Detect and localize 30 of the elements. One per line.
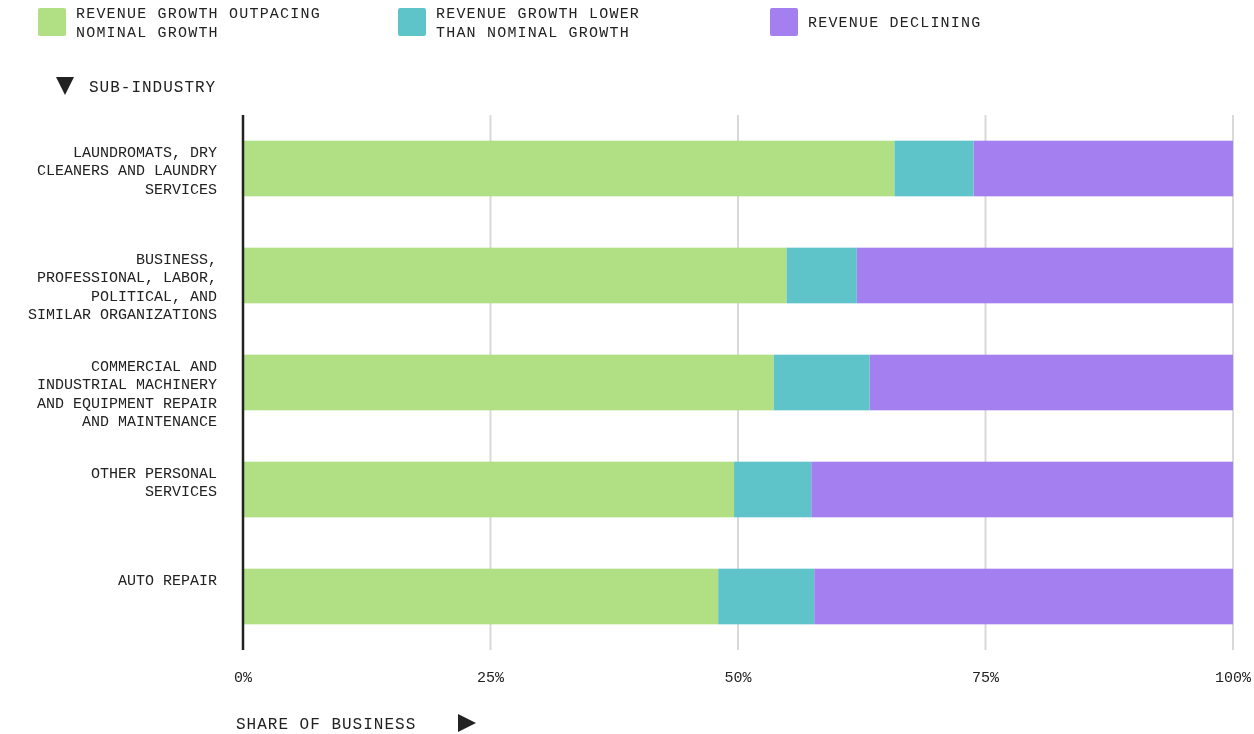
bar	[894, 140, 974, 197]
bar	[786, 247, 857, 304]
y-tick-label: LAUNDROMATS, DRY CLEANERS AND LAUNDRY SERVICES	[36, 144, 217, 199]
y-tick-label: OTHER PERSONAL SERVICES	[90, 465, 217, 502]
legend-label: REVENUE GROWTH OUTPACING NOMINAL GROWTH	[76, 6, 321, 42]
legend-label: REVENUE DECLINING	[808, 15, 982, 32]
x-tick-label: 0%	[233, 670, 253, 687]
x-tick-label: 100%	[1214, 670, 1252, 687]
bar	[973, 140, 1233, 197]
bar	[243, 461, 735, 518]
bar	[243, 568, 719, 625]
bar	[814, 568, 1233, 625]
bar	[734, 461, 812, 518]
bar	[243, 140, 895, 197]
x-tick-label: 25%	[476, 670, 505, 687]
bar	[856, 247, 1233, 304]
legend-label: REVENUE GROWTH LOWER THAN NOMINAL GROWTH	[436, 6, 641, 42]
y-tick-label: COMMERCIAL AND INDUSTRIAL MACHINERY AND EQUIPMENT REPAIR AND MAINTENANCE	[36, 358, 217, 432]
y-tick-label: BUSINESS, PROFESSIONAL, LABOR, POLITICAL, AND SIMILAR ORGANIZATIONS	[27, 251, 217, 325]
bar	[718, 568, 815, 625]
y-axis-title: SUB-INDUSTRY	[89, 79, 217, 97]
bar	[811, 461, 1233, 518]
x-tick-label: 75%	[971, 670, 1000, 687]
x-tick-label: 50%	[724, 670, 753, 687]
bar	[243, 247, 787, 304]
bar	[869, 354, 1233, 411]
y-tick-label: AUTO REPAIR	[117, 572, 217, 590]
bar	[243, 354, 774, 411]
bar	[773, 354, 870, 411]
x-axis-title: SHARE OF BUSINESS	[236, 716, 417, 734]
